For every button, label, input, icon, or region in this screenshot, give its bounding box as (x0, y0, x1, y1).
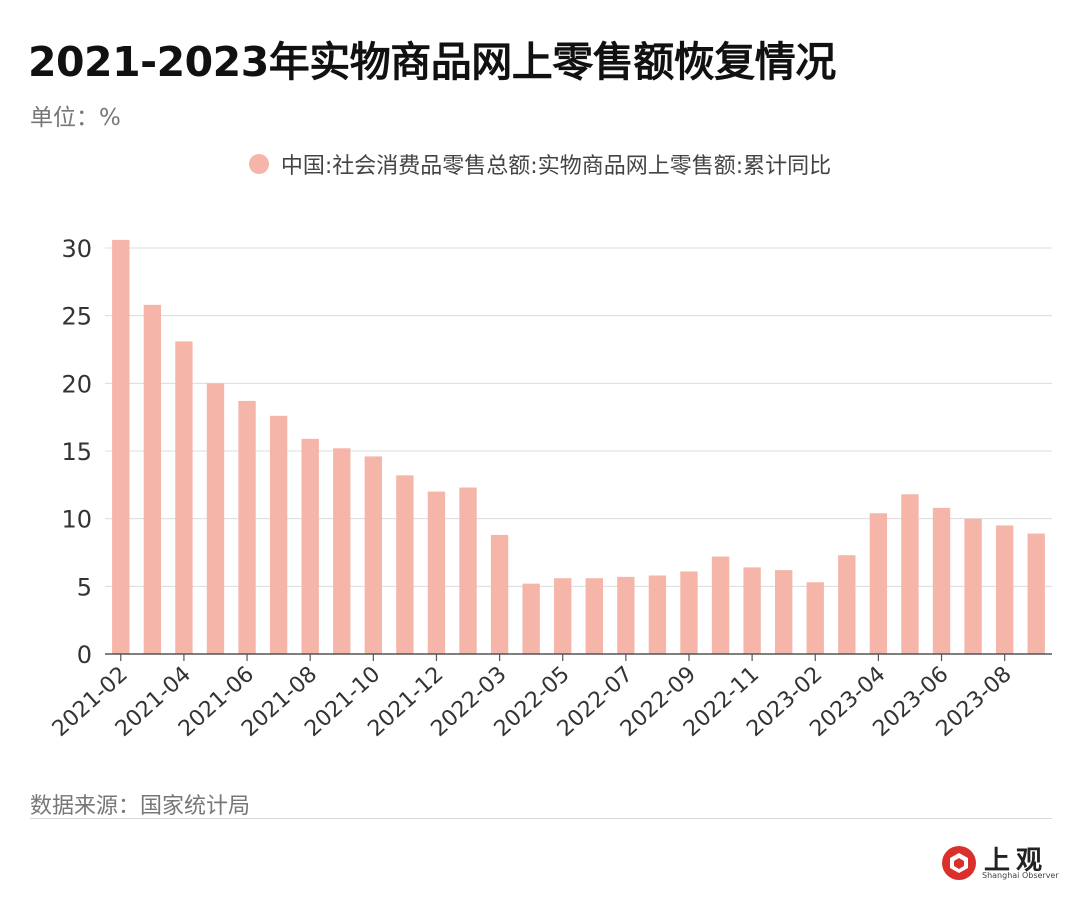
bar (617, 576, 635, 654)
bar (869, 513, 888, 654)
divider (30, 818, 1052, 819)
bar (301, 438, 319, 654)
bar (648, 575, 667, 654)
bar (711, 556, 730, 654)
bar (838, 555, 856, 654)
legend-swatch (248, 154, 269, 174)
gridlines (105, 247, 1052, 587)
bar (206, 383, 225, 654)
bar (775, 570, 793, 654)
logo-text-cn: 上观 (984, 846, 1049, 876)
bar (585, 578, 603, 654)
y-tick-label: 15 (61, 438, 92, 466)
bar (995, 525, 1014, 654)
bar (490, 534, 509, 654)
legend-label: 中国:社会消费品零售总额:实物商品网上零售额:累计同比 (280, 154, 832, 179)
bar (901, 494, 919, 654)
bar (143, 304, 162, 654)
y-tick-label: 20 (61, 370, 92, 398)
bars (112, 239, 1045, 654)
axes: 0510152025302021-022021-042021-062021-08… (48, 235, 1052, 742)
bar-chart: 0510152025302021-022021-042021-062021-08… (48, 235, 1052, 742)
bar (238, 400, 256, 654)
bar (680, 571, 698, 654)
bar (112, 239, 130, 654)
bar (964, 518, 982, 654)
y-tick-label: 0 (77, 641, 92, 669)
chart-title: 2021-2023年实物商品网上零售额恢复情况 (28, 38, 836, 86)
bar (1027, 533, 1045, 654)
logo-text-en: Shanghai Observer (982, 871, 1059, 880)
bar (364, 456, 382, 654)
data-source: 数据来源：国家统计局 (30, 794, 251, 819)
bar (427, 491, 446, 654)
bar (554, 578, 572, 654)
bar (806, 582, 824, 654)
bar (932, 507, 951, 654)
bar (269, 415, 288, 654)
logo-mark-icon (942, 846, 976, 880)
bar (522, 583, 540, 654)
y-tick-label: 25 (61, 303, 92, 331)
bar (175, 341, 193, 654)
y-tick-label: 5 (77, 573, 92, 601)
y-tick-label: 10 (61, 506, 92, 534)
bar (333, 448, 351, 654)
bar (743, 567, 761, 654)
bar (396, 475, 414, 654)
shanghai-observer-logo: 上观 Shanghai Observer (940, 840, 1059, 890)
legend: 中国:社会消费品零售总额:实物商品网上零售额:累计同比 (0, 148, 1080, 180)
bar (459, 487, 477, 654)
unit-label: 单位：% (30, 105, 121, 131)
y-tick-label: 30 (61, 235, 92, 263)
